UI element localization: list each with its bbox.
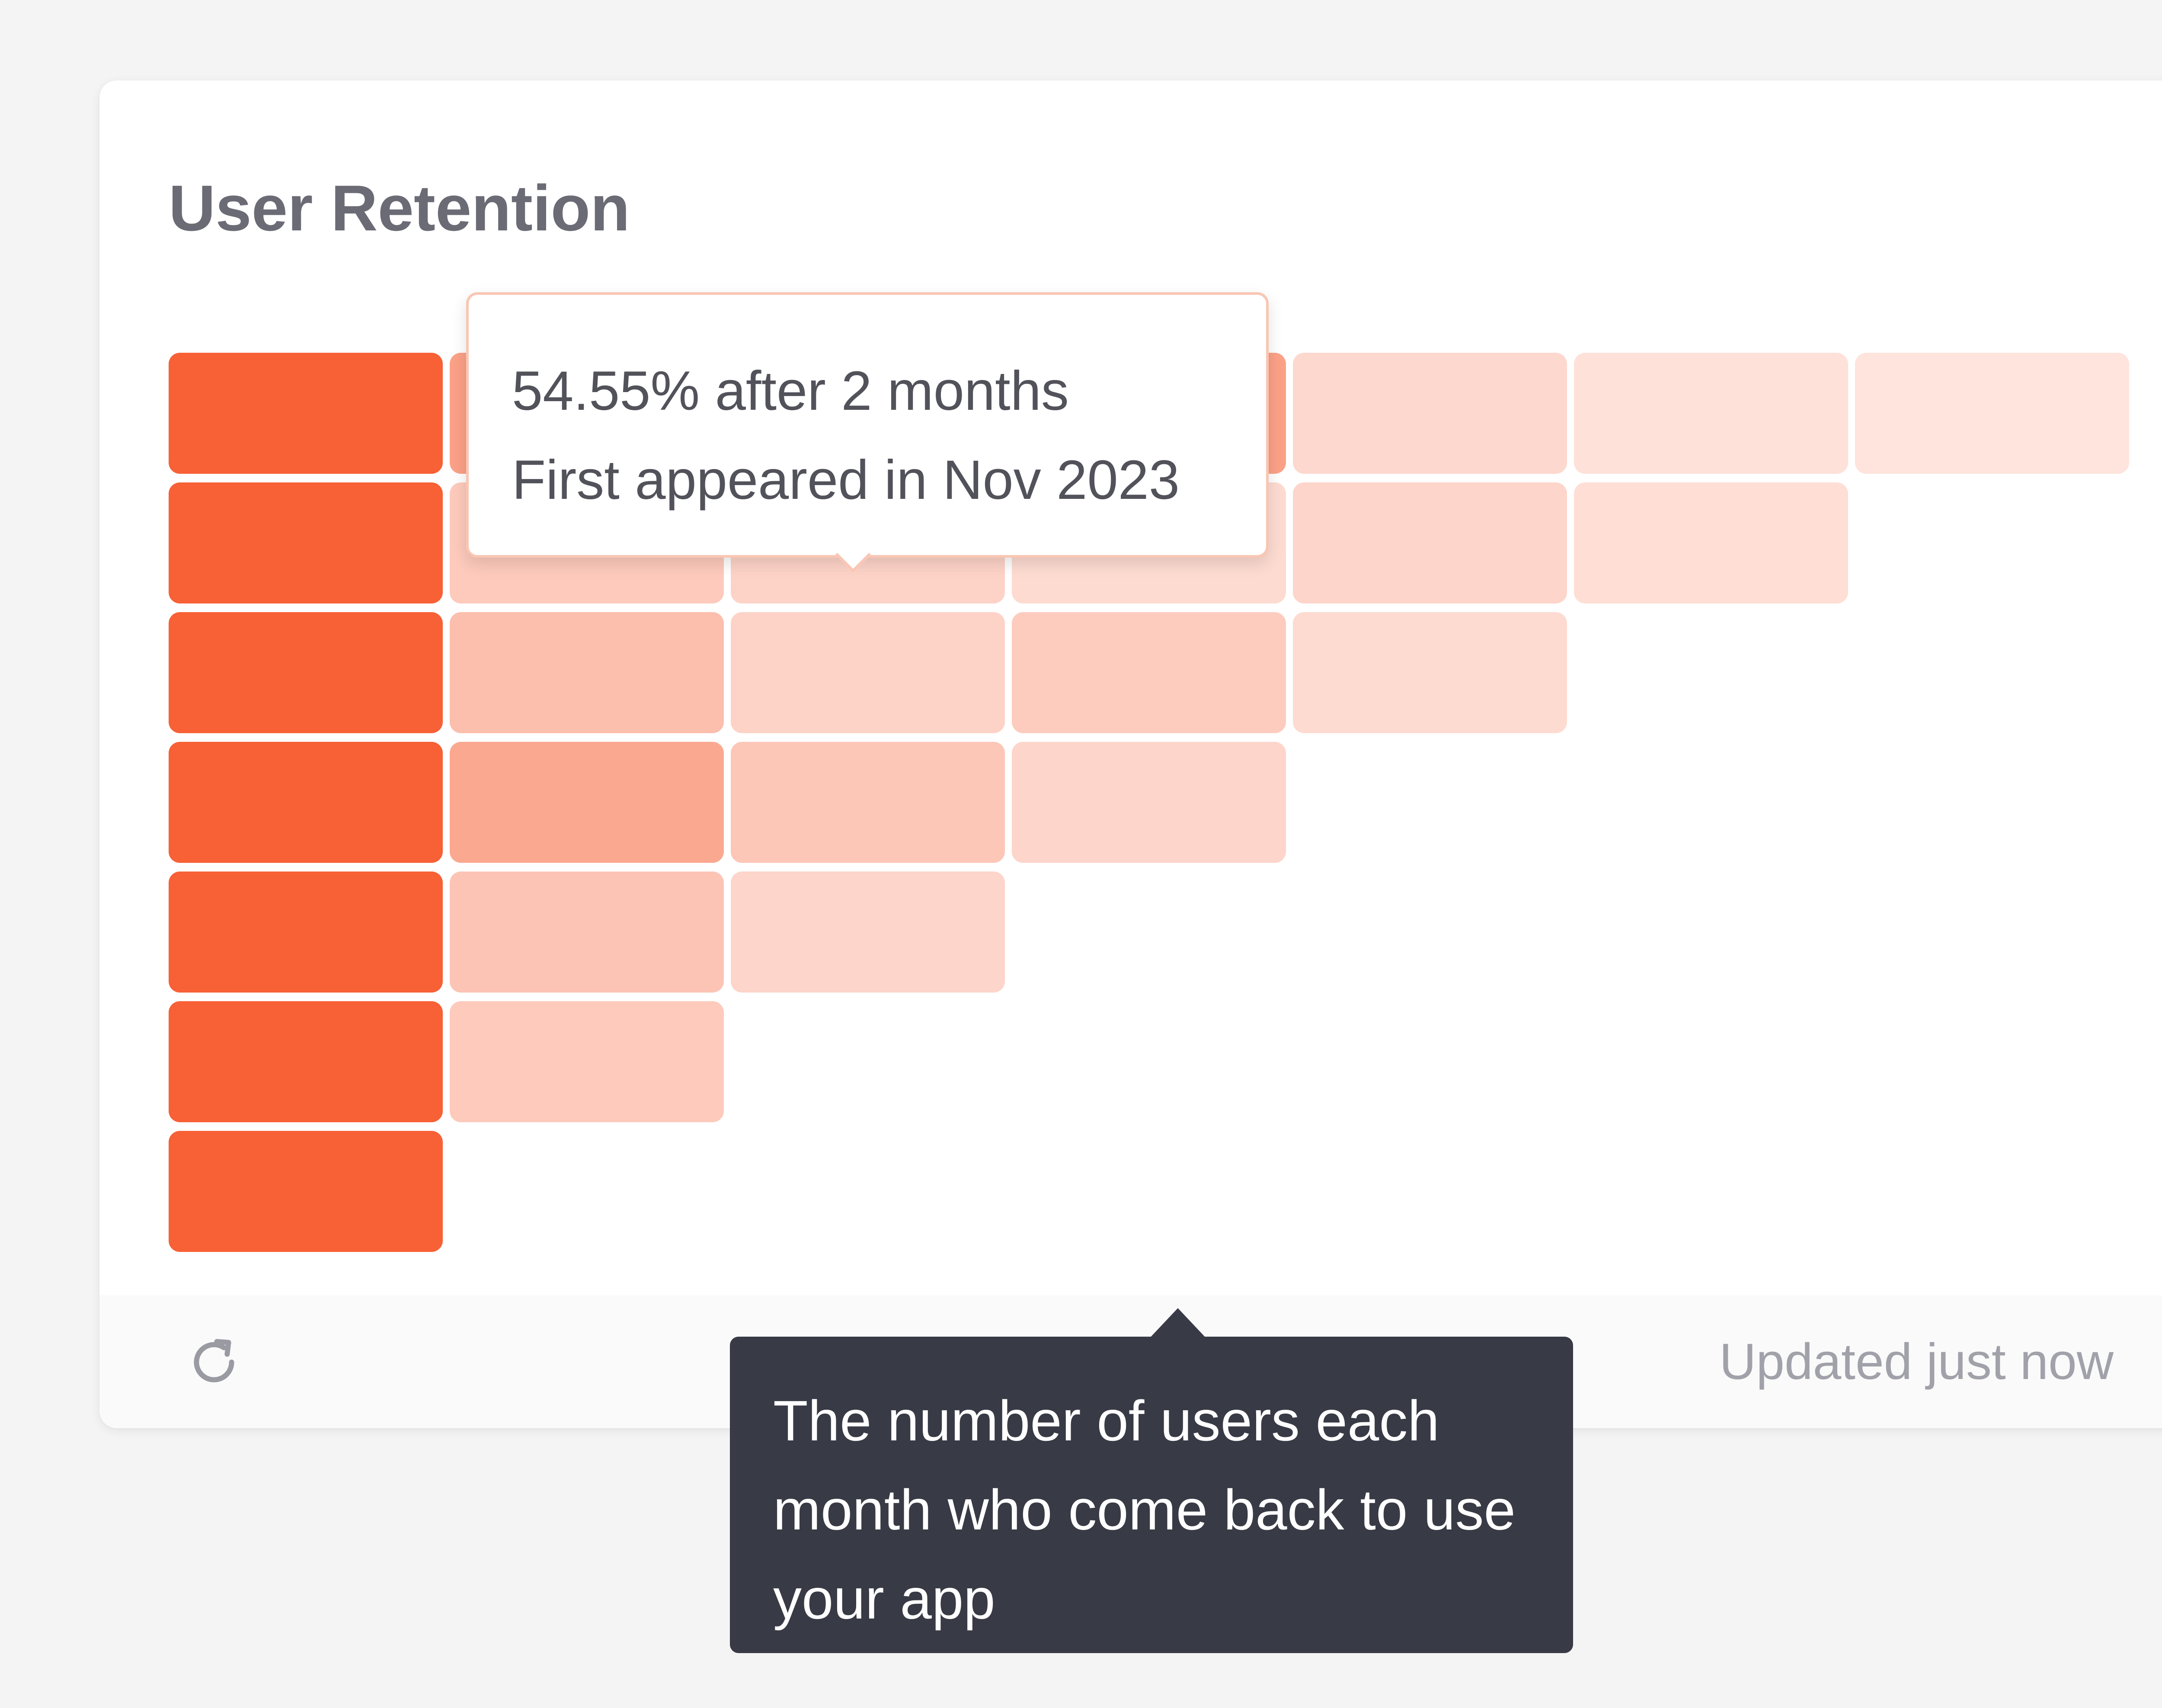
retention-cell[interactable] <box>450 1001 724 1122</box>
retention-heatmap <box>99 80 2162 1428</box>
refresh-icon[interactable] <box>186 1334 242 1390</box>
retention-cell[interactable] <box>731 612 1005 733</box>
retention-cell[interactable] <box>1012 612 1286 733</box>
info-tooltip-text: The number of users each month who come … <box>773 1389 1516 1631</box>
retention-cell[interactable] <box>169 1001 443 1122</box>
tooltip-retention-value: 54.55% after 2 months <box>512 360 1069 422</box>
retention-cell[interactable] <box>450 872 724 993</box>
retention-cell[interactable] <box>731 872 1005 993</box>
retention-cell[interactable] <box>1293 482 1567 603</box>
retention-cell[interactable] <box>1574 482 1848 603</box>
retention-cell[interactable] <box>1855 353 2129 474</box>
info-tooltip: The number of users each month who come … <box>730 1308 1573 1653</box>
updated-status: Updated just now <box>1719 1333 2114 1390</box>
cell-hover-tooltip: 54.55% after 2 months First appeared in … <box>466 292 1269 558</box>
retention-cell[interactable] <box>169 482 443 603</box>
retention-cell[interactable] <box>169 353 443 474</box>
tooltip-cohort-date: First appeared in Nov 2023 <box>512 449 1180 511</box>
retention-cell[interactable] <box>450 612 724 733</box>
retention-cell[interactable] <box>1293 353 1567 474</box>
retention-cell[interactable] <box>1293 612 1567 733</box>
retention-cell[interactable] <box>731 742 1005 863</box>
user-retention-card: User Retention Updated just now <box>99 80 2162 1428</box>
retention-cell[interactable] <box>169 612 443 733</box>
card-title: User Retention <box>169 172 630 244</box>
retention-cell[interactable] <box>169 872 443 993</box>
retention-cell[interactable] <box>169 742 443 863</box>
retention-cell[interactable] <box>1574 353 1848 474</box>
retention-cell[interactable] <box>1012 742 1286 863</box>
retention-cell[interactable] <box>169 1131 443 1252</box>
retention-cell[interactable] <box>450 742 724 863</box>
